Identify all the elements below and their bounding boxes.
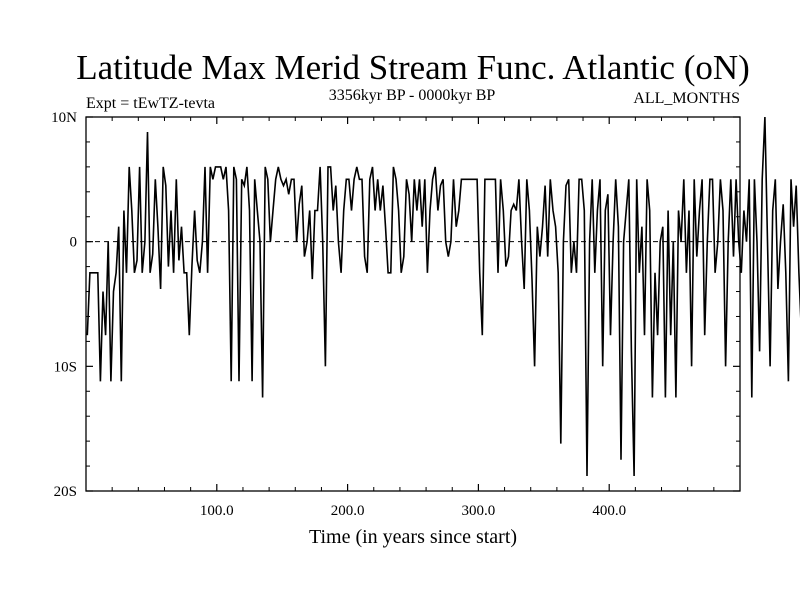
x-tick-label: 100.0 <box>200 503 234 519</box>
series-line-1 <box>86 116 800 477</box>
x-tick-label: 200.0 <box>331 503 365 519</box>
chart-subtitle-center: 3356kyr BP - 0000kyr BP <box>329 87 496 104</box>
plot-data-layer <box>86 116 800 477</box>
axis-layer: 100.0 200.0 300.0 400.0 10N 0 10S 20S <box>51 110 740 519</box>
chart-title: Latitude Max Merid Stream Func. Atlantic… <box>76 48 750 87</box>
x-tick-label: 400.0 <box>592 503 626 519</box>
y-tick-label: 0 <box>70 235 78 251</box>
x-axis-label: Time (in years since start) <box>309 526 517 548</box>
chart-subtitle-left: Expt = tEwTZ-tevta <box>86 95 215 112</box>
x-tick-label: 300.0 <box>462 503 496 519</box>
y-tick-label: 10N <box>51 110 77 126</box>
plot-frame <box>85 116 741 492</box>
y-tick-label: 10S <box>54 359 77 375</box>
chart-subtitle-right: ALL_MONTHS <box>633 90 740 107</box>
y-tick-label: 20S <box>54 484 77 500</box>
